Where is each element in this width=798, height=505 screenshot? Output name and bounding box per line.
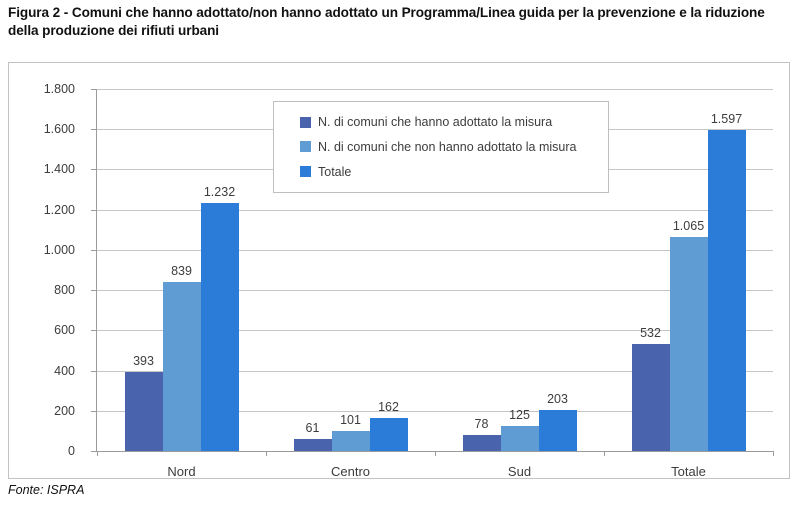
bar-slot: 532 [631,89,670,451]
x-axis-tick [266,451,267,456]
bar-value-label: 1.597 [710,111,743,126]
legend-swatch-icon [300,166,311,178]
bar-centro-totale [369,418,408,451]
y-tick-label: 1.000 [43,242,75,257]
bar-group-nord: 393 839 1.232 Nord [97,89,266,479]
legend: N. di comuni che hanno adottato la misur… [273,101,609,193]
y-axis-tick [91,89,97,90]
gridline [97,89,773,90]
figure-title: Figura 2 - Comuni che hanno adottato/non… [8,5,765,38]
legend-label: Totale [318,164,352,179]
y-axis-tick [91,451,97,452]
bar-cluster: 61 101 162 [293,89,408,451]
bar-centro-n-di-comuni-che-hanno-adottato-la-misura [293,438,332,451]
bar-slot: 78 [462,89,501,451]
bar-cluster: 532 1.065 1.597 [631,89,746,451]
gridline [97,209,773,211]
category-label-nord: Nord [167,464,196,479]
bar-value-label: 61 [305,420,320,435]
bar-value-label: 839 [171,264,192,279]
y-axis: 0 200 400 600 800 1.000 1.200 1.400 1.600 1.800 [11,82,87,458]
bar-slot: 203 [538,89,577,451]
bar-sud-totale [538,410,577,451]
bar-nord-n-di-comuni-che-non-hanno-adottato-la-misura [162,282,201,451]
gridline [97,290,773,292]
bar-nord-totale [200,203,239,451]
y-axis-tick [91,410,97,412]
legend-item: Totale [300,165,608,179]
gridline [97,330,773,332]
bar-group-centro: 61 101 162 Centro [266,89,435,479]
bar-slot: 1.065 [669,89,708,451]
bar-value-label: 1.065 [672,218,705,233]
bar-slot: 125 [500,89,539,451]
bar-slot: 1.232 [200,89,239,451]
bar-group-sud: 78 125 203 Sud [435,89,604,479]
y-axis-tick [91,209,97,211]
bar-slot: 393 [124,89,163,451]
bar-slot: 1.597 [707,89,746,451]
bar-slot: 162 [369,89,408,451]
y-tick-label: 400 [54,363,75,378]
bar-slot: 839 [162,89,201,451]
bar-value-label: 393 [133,353,154,368]
category-label-centro: Centro [330,464,371,479]
legend-item: N. di comuni che hanno adottato la misur… [300,115,608,129]
y-axis-tick [91,330,97,332]
y-tick-label: 800 [54,283,75,298]
bar-value-label: 203 [547,392,568,407]
bar-slot: 61 [293,89,332,451]
bar-group-totale: 532 1.065 1.597 Totale [604,89,773,479]
bar-centro-n-di-comuni-che-non-hanno-adottato-la-misura [331,430,370,451]
legend-label: N. di comuni che non hanno adottato la m… [318,139,577,154]
legend-item: N. di comuni che non hanno adottato la m… [300,140,608,154]
source-caption: Fonte: ISPRA [8,483,85,497]
y-tick-label: 600 [54,323,75,338]
bar-value-label: 1.232 [203,185,236,200]
x-axis-tick [97,451,98,456]
bar-totale-totale [707,129,746,451]
x-axis-tick [604,451,605,456]
gridline [97,370,773,372]
x-axis-tick [435,451,436,456]
y-tick-label: 1.800 [43,82,75,96]
category-label-totale: Totale [671,464,706,479]
bar-nord-n-di-comuni-che-hanno-adottato-la-misura [124,371,163,451]
gridline [97,249,773,251]
bar-totale-n-di-comuni-che-non-hanno-adottato-la-misura [669,236,708,451]
bar-totale-n-di-comuni-che-hanno-adottato-la-misura [631,344,670,451]
y-axis-tick [91,290,97,292]
bar-sud-n-di-comuni-che-hanno-adottato-la-misura [462,435,501,451]
y-tick-label: 0 [68,444,75,458]
y-axis-tick [91,169,97,171]
x-axis-tick [773,451,774,456]
y-axis-tick [91,249,97,251]
legend-label: N. di comuni che hanno adottato la misur… [318,115,553,130]
y-tick-label: 200 [54,403,75,418]
y-axis-tick [91,370,97,372]
y-axis-tick [91,129,97,131]
legend-swatch-icon [300,141,311,153]
bar-value-label: 78 [474,417,489,432]
bar-sud-n-di-comuni-che-non-hanno-adottato-la-misura [500,425,539,451]
bar-cluster: 393 839 1.232 [124,89,239,451]
bar-value-label: 162 [378,400,399,415]
bar-slot: 101 [331,89,370,451]
bar-value-label: 101 [340,412,361,427]
chart-frame: 0 200 400 600 800 1.000 1.200 1.400 1.600 1.800 3… [8,62,790,479]
category-label-sud: Sud [507,464,532,479]
legend-swatch-icon [300,116,311,128]
bar-value-label: 532 [640,326,661,341]
bar-cluster: 78 125 203 [462,89,577,451]
y-tick-label: 1.200 [43,202,75,217]
gridline [97,410,773,412]
bar-value-label: 125 [509,407,530,422]
y-tick-label: 1.400 [43,162,75,177]
y-tick-label: 1.600 [43,122,75,137]
